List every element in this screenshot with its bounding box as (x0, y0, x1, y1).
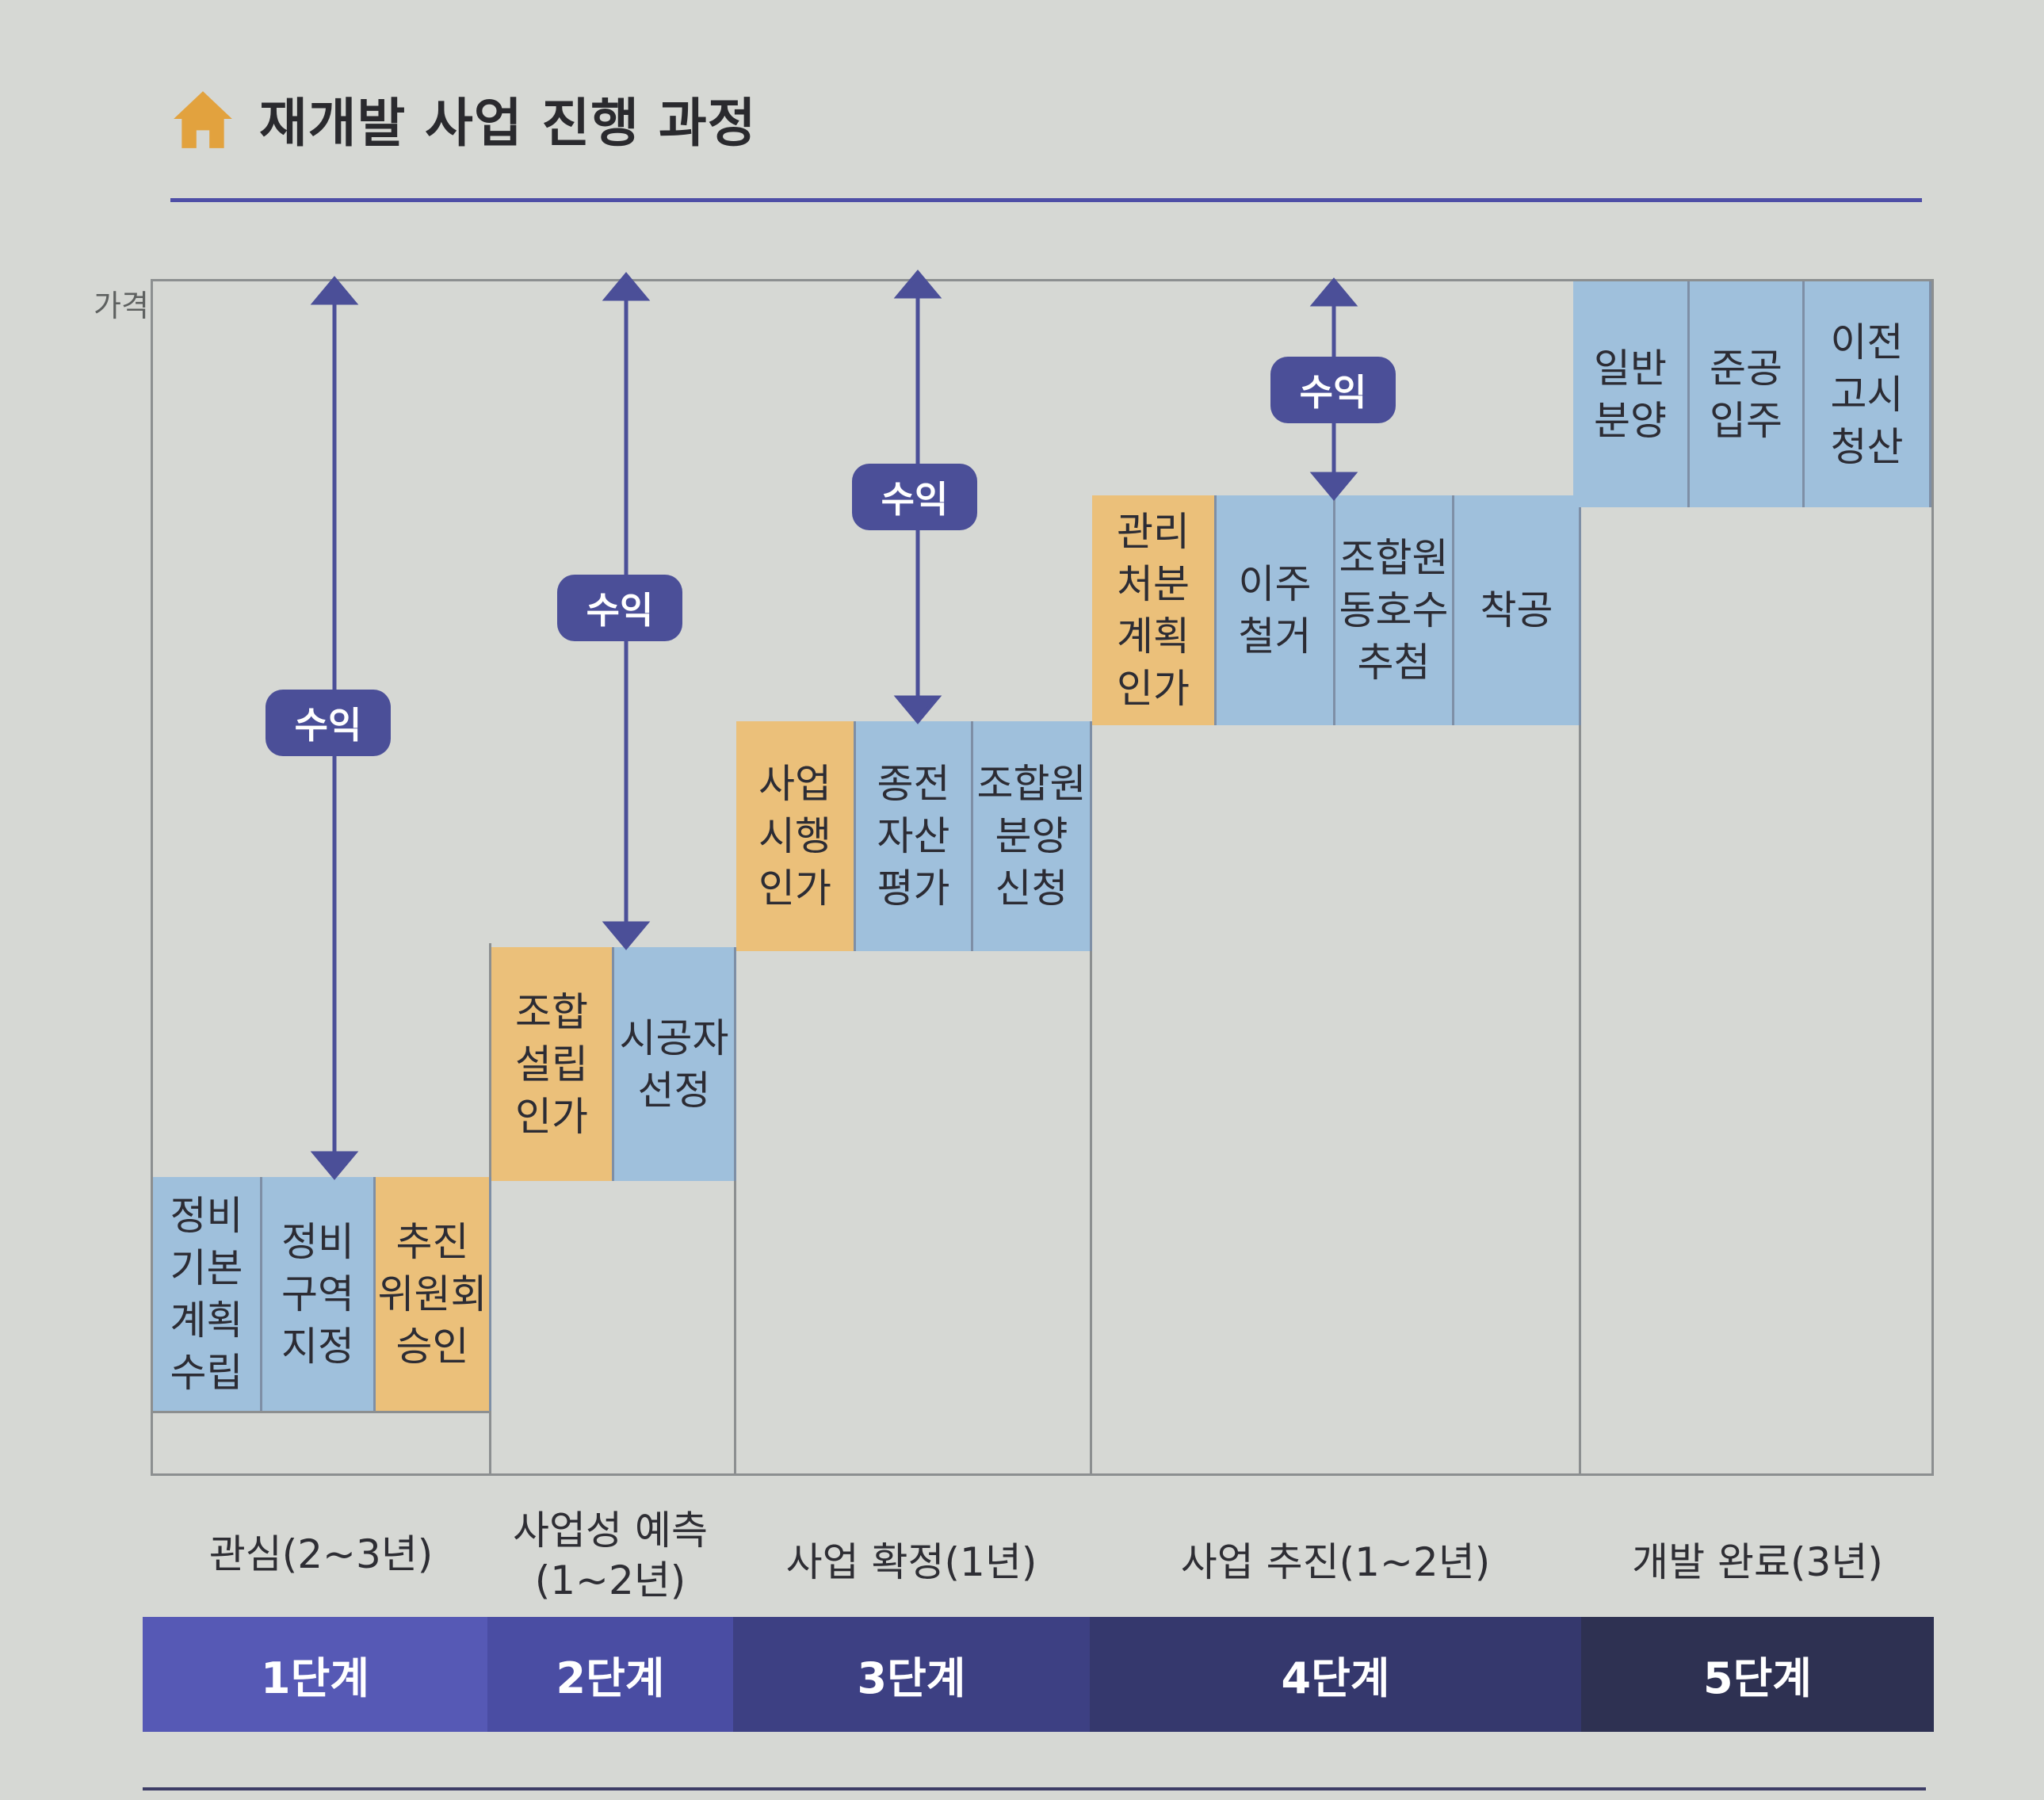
stage-bar-4: 4단계 (1090, 1617, 1581, 1732)
step-label: 관리 처분 계획 인가 (1117, 509, 1190, 712)
stage-bar-3: 3단계 (733, 1617, 1090, 1732)
step-box-s6: 사업 시행 인가 (736, 721, 856, 951)
arrow-up-head-4 (1309, 277, 1358, 307)
phase-label-1: 관심(2~3년) (208, 1531, 434, 1577)
step-label: 조합 설립 인가 (515, 988, 588, 1140)
step-box-s1: 정비 기본 계획 수립 (153, 1177, 262, 1411)
step-box-s10: 이주 철거 (1217, 495, 1335, 725)
profit-badge-3: 수익 (852, 464, 977, 530)
step-box-s3: 추진 위원회 승인 (376, 1177, 491, 1411)
phase-label-5: 개발 완료(3년) (1632, 1539, 1883, 1585)
bottom-rule (143, 1787, 1926, 1790)
y-axis-label: 가격 (94, 289, 149, 323)
stage-bar-5: 5단계 (1581, 1617, 1934, 1732)
chart-frame (151, 279, 1934, 1476)
column-divider (1090, 721, 1092, 1476)
step-label: 추진 위원회 승인 (377, 1218, 487, 1370)
step-box-s11: 조합원 동호수 추첨 (1335, 495, 1454, 725)
arrow-down-head-3 (893, 695, 942, 724)
column-divider (734, 947, 736, 1476)
step-label: 준공 입주 (1710, 345, 1782, 444)
step-label: 시공자 선정 (619, 1015, 729, 1114)
arrow-down-head-1 (310, 1151, 359, 1180)
phase-label-3: 사업 확정(1년) (785, 1539, 1037, 1585)
arrow-up-head-3 (893, 269, 942, 299)
arrow-down-head-4 (1309, 472, 1358, 501)
step-box-s14: 준공 입주 (1690, 281, 1805, 507)
step-label: 이주 철거 (1238, 561, 1312, 659)
page-title: 재개발 사업 진행 과정 (259, 93, 757, 154)
profit-badge-4: 수익 (1270, 357, 1396, 423)
title-underline (170, 198, 1922, 202)
profit-badge-1: 수익 (266, 690, 391, 756)
step-label: 종전 자산 평가 (877, 761, 950, 911)
step-box-s2: 정비 구역 지정 (262, 1177, 376, 1411)
profit-badge-2: 수익 (557, 575, 682, 641)
arrow-down-head-2 (602, 921, 651, 950)
arrow-up-head-1 (310, 276, 359, 305)
step-label: 착공 (1480, 587, 1553, 633)
step-label: 정비 기본 계획 수립 (170, 1192, 243, 1396)
phase-label-2: 사업성 예측 (1~2년) (513, 1508, 708, 1603)
step-label: 정비 구역 지정 (281, 1218, 354, 1370)
step-box-s8: 조합원 분양 신청 (973, 721, 1092, 951)
stage-bar-1: 1단계 (143, 1617, 487, 1732)
step-label: 조합원 동호수 추첨 (1339, 535, 1449, 686)
arrow-up-head-2 (602, 272, 651, 301)
home-icon (174, 91, 232, 148)
base-divider (151, 1411, 491, 1413)
step-label: 사업 시행 인가 (758, 761, 831, 911)
stage-bar-2: 2단계 (487, 1617, 733, 1732)
step-label: 이전 고시 청산 (1830, 319, 1904, 470)
step-box-s13: 일반 분양 (1573, 281, 1690, 507)
step-label: 일반 분양 (1594, 345, 1667, 444)
step-label: 조합원 분양 신청 (976, 761, 1087, 911)
column-divider (1579, 503, 1581, 1476)
step-box-s7: 종전 자산 평가 (856, 721, 973, 951)
step-box-s5: 시공자 선정 (614, 947, 736, 1181)
step-box-s12: 착공 (1454, 495, 1581, 725)
phase-label-4: 사업 추진(1~2년) (1180, 1539, 1491, 1585)
step-box-s9: 관리 처분 계획 인가 (1092, 495, 1217, 725)
step-box-s4: 조합 설립 인가 (491, 947, 614, 1181)
step-box-s15: 이전 고시 청산 (1805, 281, 1931, 507)
title-row: 재개발 사업 진행 과정 (170, 75, 756, 162)
